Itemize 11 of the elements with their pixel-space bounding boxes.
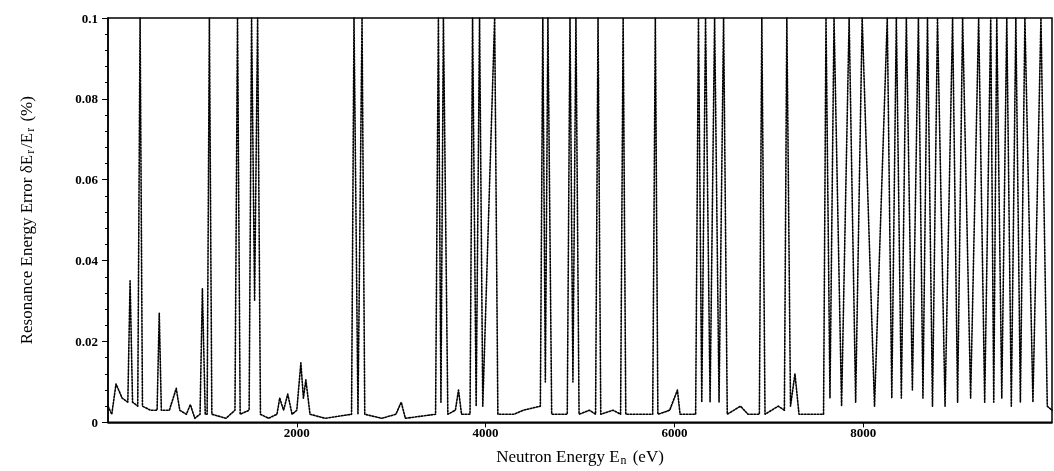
y-tick-label: 0.02	[75, 333, 98, 349]
y-tick-label: 0.04	[75, 253, 99, 269]
y-tick-label: 0	[91, 414, 98, 430]
y-tick-label: 0.08	[75, 91, 99, 107]
x-tick-label: 8000	[850, 425, 877, 441]
x-tick-label: 4000	[472, 425, 499, 441]
y-tick-label: 0.1	[81, 10, 98, 26]
x-tick-label: 2000	[283, 425, 310, 441]
x-tick-label: 6000	[661, 425, 688, 441]
y-tick-label: 0.06	[75, 172, 99, 188]
y-axis-title: Resonance Energy Error δEr/Er (%)	[16, 96, 37, 345]
